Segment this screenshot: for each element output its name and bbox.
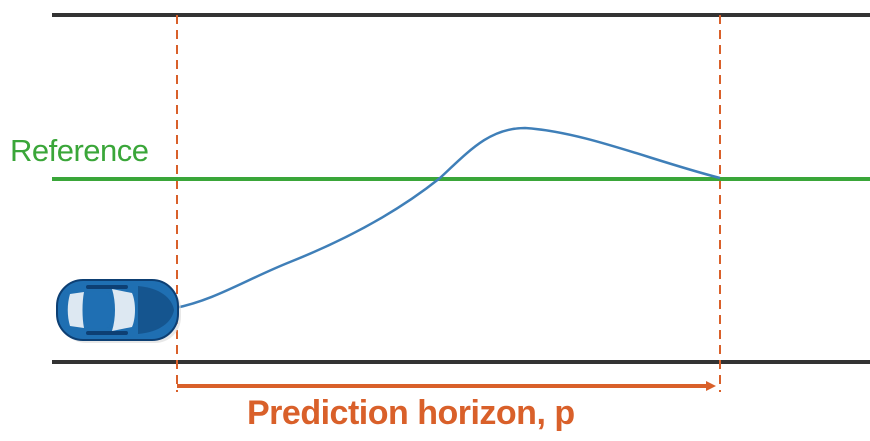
car-top-view-icon <box>56 279 181 343</box>
prediction-horizon-label: Prediction horizon, p <box>247 394 575 432</box>
reference-label: Reference <box>10 133 149 168</box>
predicted-trajectory <box>174 126 721 310</box>
